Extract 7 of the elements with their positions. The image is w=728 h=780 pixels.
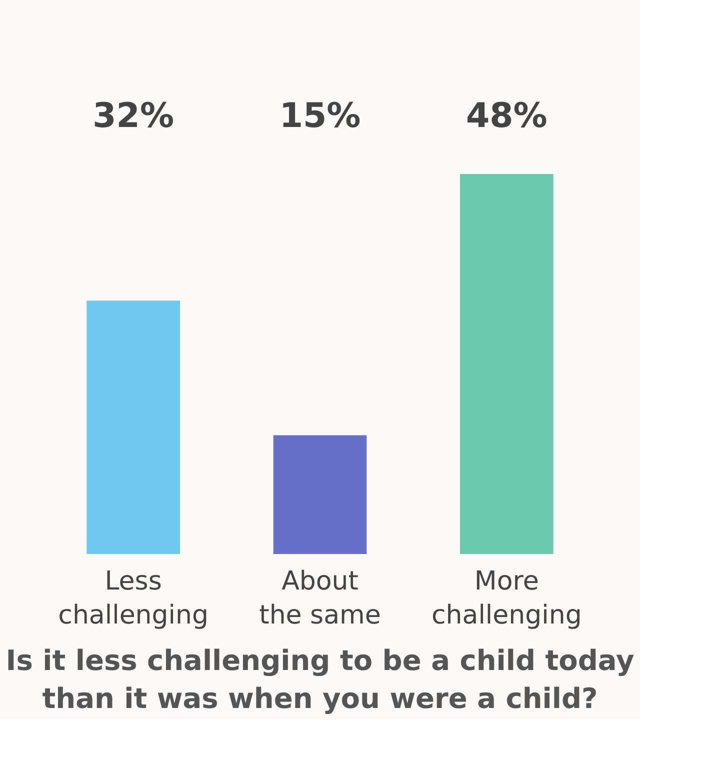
x-tick-label: Less challenging xyxy=(58,566,209,630)
data-label: 32% xyxy=(92,96,174,136)
x-tick-label: More challenging xyxy=(431,566,582,630)
data-label: 48% xyxy=(466,96,548,136)
data-label: 15% xyxy=(279,96,361,136)
text: Is it less challenging to be a child today than it was when you were a child? xyxy=(6,644,634,715)
x-tick-label: About the same xyxy=(259,566,381,630)
